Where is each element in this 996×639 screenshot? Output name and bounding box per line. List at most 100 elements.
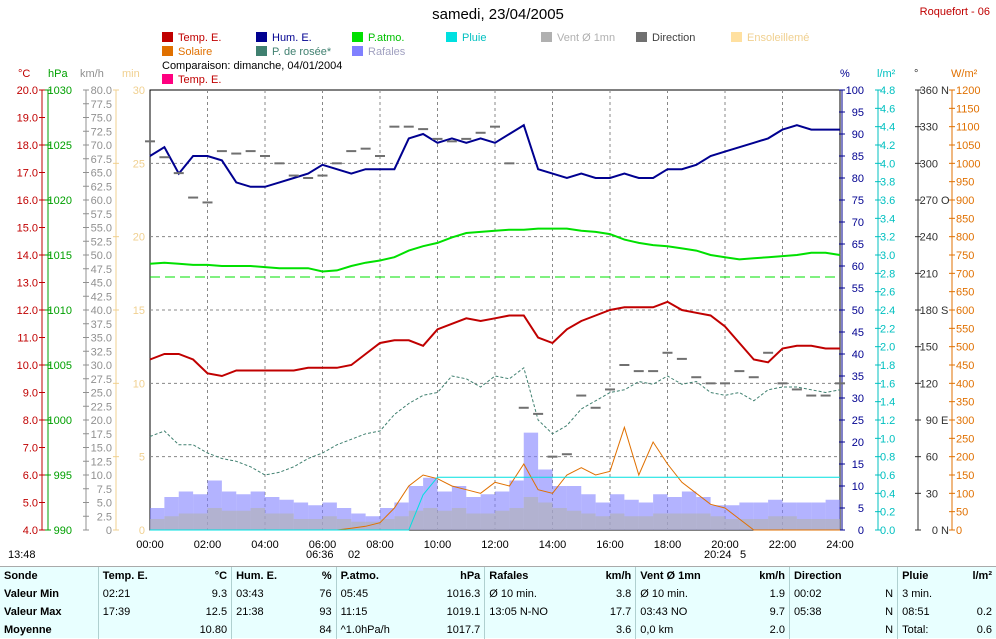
bar-ventmn bbox=[495, 510, 510, 530]
axis-tick-label-temp: 6.0 bbox=[23, 470, 38, 482]
stats-cell-value: 9.7 bbox=[769, 606, 785, 618]
axis-tick-label-rain: 2.0 bbox=[880, 342, 895, 354]
legend-swatch bbox=[162, 74, 173, 84]
axis-tick-label-dir: 0 bbox=[932, 525, 938, 537]
legend-label: Direction bbox=[652, 32, 696, 44]
axis-tick-label-solar: 300 bbox=[956, 415, 974, 427]
axis-tick-label-rain: 1.6 bbox=[880, 378, 895, 390]
bar-ventmn bbox=[710, 516, 725, 530]
axis-tick-label-rain: 2.6 bbox=[880, 287, 895, 299]
bar-ventmn bbox=[265, 513, 280, 530]
axis-unit-sun: min bbox=[122, 68, 140, 80]
bar-ventmn bbox=[351, 521, 366, 530]
axis-tick-label-wind: 5.0 bbox=[97, 498, 112, 510]
legend-item-6: Ensoleillemé bbox=[731, 32, 809, 44]
stats-row-label: Valeur Min bbox=[4, 588, 60, 600]
axis-tick-label-wind: 50.0 bbox=[91, 250, 112, 262]
axis-tick-label-press: 1000 bbox=[48, 415, 72, 427]
bar-ventmn bbox=[825, 519, 840, 530]
stats-cell-value: N bbox=[885, 588, 894, 600]
stats-table: Sonde Temp. E. °C Hum. E.% P.atmo. hPa Rafales… bbox=[0, 566, 996, 639]
axis-tick-label-temp: 14.0 bbox=[17, 250, 38, 262]
axis-tick-label-rain: 0.4 bbox=[880, 488, 895, 500]
axis-tick-label-solar: 1000 bbox=[956, 158, 980, 170]
series-line-tempe bbox=[149, 300, 840, 378]
stats-header: Vent Ø 1mn bbox=[635, 567, 739, 585]
legend-swatch bbox=[636, 32, 647, 42]
axis-tick-label-solar: 1100 bbox=[956, 122, 980, 134]
axis-tick-label-hum: 20 bbox=[852, 437, 864, 449]
page-title: samedi, 23/04/2005 bbox=[432, 6, 564, 23]
stats-cell-sub bbox=[484, 621, 585, 639]
axis-tick-label-rain: 4.6 bbox=[880, 103, 895, 115]
bar-ventmn bbox=[394, 516, 409, 530]
x-tick-label: 04:00 bbox=[251, 539, 279, 551]
legend-item-2: P.atmo. bbox=[352, 32, 405, 44]
legend-swatch bbox=[352, 46, 363, 56]
stats-unit: % bbox=[321, 570, 332, 582]
axis-tick-label-wind: 75.0 bbox=[91, 113, 112, 125]
bar-ventmn bbox=[423, 508, 438, 530]
stats-cell-sub: Ø 10 min. bbox=[635, 585, 739, 603]
axis-tick-label-sun: 15 bbox=[133, 305, 145, 317]
axis-tick-label-wind: 22.5 bbox=[91, 401, 112, 413]
x-tick-label: 08:00 bbox=[366, 539, 394, 551]
axis-tick-label-temp: 11.0 bbox=[17, 333, 38, 345]
sunset-time: 20:24 bbox=[704, 549, 732, 561]
stats-cell-value: 84 bbox=[319, 624, 332, 636]
bar-ventmn bbox=[178, 513, 194, 530]
x-tick-label: 10:00 bbox=[424, 539, 452, 551]
stats-cell-value: N bbox=[885, 606, 894, 618]
stats-header: Hum. E. bbox=[231, 567, 306, 585]
bar-ventmn bbox=[509, 508, 524, 530]
stats-row-min: Valeur Min 02:21 9.3 03:43 76 05:45 1016.3 Ø 10… bbox=[0, 585, 996, 603]
bar-ventmn bbox=[581, 513, 596, 530]
axis-tick-label-wind: 15.0 bbox=[91, 443, 112, 455]
stats-unit: hPa bbox=[460, 570, 481, 582]
axis-tick-label-wind: 62.5 bbox=[91, 181, 112, 193]
axis-tick-label-temp: 16.0 bbox=[17, 195, 38, 207]
legend-item-7: Solaire bbox=[162, 46, 212, 58]
axis-tick-label-dir: 360 bbox=[920, 85, 938, 97]
axis-tick-label-solar: 650 bbox=[956, 287, 974, 299]
axis-tick-label-rain: 3.4 bbox=[880, 213, 895, 225]
axis-tick-label-wind: 67.5 bbox=[91, 154, 112, 166]
axis-tick-label-rain: 2.4 bbox=[880, 305, 895, 317]
axis-tick-label-solar: 900 bbox=[956, 195, 974, 207]
legend-label: P.atmo. bbox=[368, 32, 405, 44]
bar-ventmn bbox=[193, 513, 208, 530]
sunrise-time-2: 06:36 bbox=[306, 549, 334, 561]
axis-tick-label-rain: 1.0 bbox=[880, 433, 895, 445]
axis-tick-label-wind: 47.5 bbox=[91, 264, 112, 276]
axis-tick-label-wind: 2.5 bbox=[97, 511, 112, 523]
axis-tick-label-temp: 18.0 bbox=[17, 140, 38, 152]
stats-cell-sub bbox=[231, 621, 306, 639]
stats-cell-sub: 05:38 bbox=[788, 603, 874, 621]
bar-ventmn bbox=[768, 516, 783, 530]
axis-tick-label-solar: 550 bbox=[956, 323, 974, 335]
stats-unit: km/h bbox=[605, 570, 632, 582]
axis-tick-label-temp: 19.0 bbox=[17, 113, 38, 125]
stats-row-label: Moyenne bbox=[4, 624, 52, 636]
axis-tick-label-rain: 0.2 bbox=[880, 507, 895, 519]
axis-tick-label-solar: 500 bbox=[956, 342, 974, 354]
bar-ventmn bbox=[380, 519, 395, 530]
axis-tick-label-wind: 60.0 bbox=[91, 195, 112, 207]
stats-cell-value: 12.5 bbox=[205, 606, 228, 618]
axis-tick-label-dir: 330 bbox=[920, 122, 938, 134]
axis-tick-label-solar: 100 bbox=[956, 488, 974, 500]
bar-ventmn bbox=[408, 510, 424, 530]
axis-tick-label-dir: 120 bbox=[920, 378, 938, 390]
x-tick-label: 22:00 bbox=[769, 539, 797, 551]
stats-cell-value: 0.2 bbox=[976, 606, 992, 618]
axis-tick-label-rain: 2.2 bbox=[880, 323, 895, 335]
stats-cell-value: 0.6 bbox=[976, 624, 992, 636]
axis-tick-label-hum: 40 bbox=[852, 349, 864, 361]
stats-cell-sub: 17:39 bbox=[97, 603, 178, 621]
axis-tick-label-temp: 13.0 bbox=[17, 278, 38, 290]
legend-swatch bbox=[162, 46, 173, 56]
station-name: Roquefort - 06 bbox=[919, 6, 990, 18]
axis-tick-label-solar: 800 bbox=[956, 232, 974, 244]
axis-tick-label-rain: 3.6 bbox=[880, 195, 895, 207]
legend-swatch bbox=[256, 46, 267, 56]
